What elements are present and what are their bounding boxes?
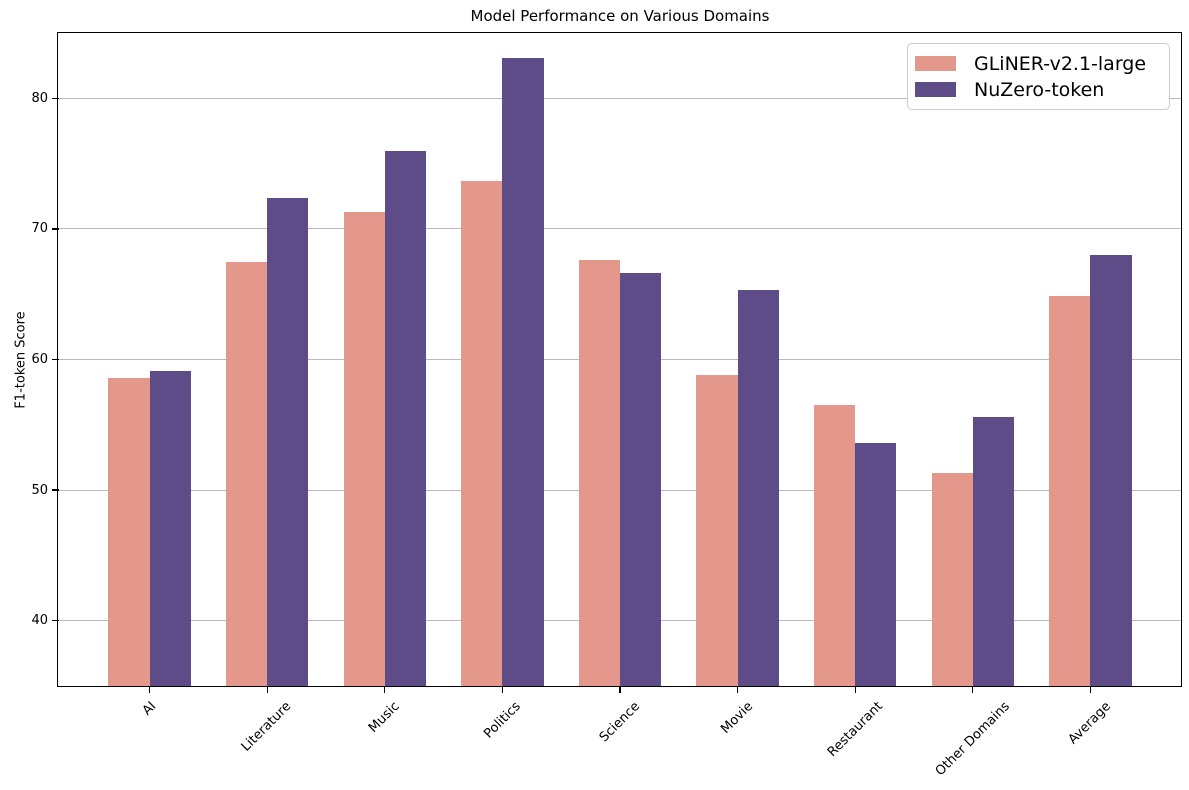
y-tick-label-60: 60: [31, 352, 48, 367]
bar-gliner-v2-1-large-literature: [226, 261, 268, 686]
x-tick-mark-literature: [266, 686, 268, 693]
bar-nuzero-token-literature: [267, 197, 309, 686]
x-tick-label-average: Average: [1066, 699, 1115, 748]
legend: GLiNER-v2.1-large NuZero-token: [907, 43, 1170, 110]
bar-gliner-v2-1-large-restaurant: [814, 405, 856, 686]
bar-nuzero-token-other-domains: [972, 416, 1014, 686]
y-tick-mark-60: [52, 358, 59, 361]
y-tick-label-70: 70: [31, 221, 48, 237]
x-tick-mark-ai: [148, 686, 151, 693]
gridline-70: [58, 228, 1182, 230]
chart-title: Model Performance on Various Domains: [470, 7, 770, 25]
y-tick-mark-40: [52, 620, 59, 622]
bar-nuzero-token-science: [620, 273, 662, 686]
bar-gliner-v2-1-large-science: [578, 260, 620, 686]
x-tick-label-other-domains: Other Domains: [932, 699, 1013, 780]
bar-gliner-v2-1-large-politics: [461, 180, 503, 686]
bar-gliner-v2-1-large-movie: [696, 375, 738, 686]
x-tick-label-literature: Literature: [238, 699, 295, 755]
x-tick-mark-restaurant: [854, 686, 856, 693]
x-tick-mark-music: [384, 686, 386, 693]
x-tick-mark-science: [619, 686, 621, 693]
bar-gliner-v2-1-large-ai: [108, 377, 150, 686]
x-tick-label-science: Science: [596, 699, 644, 746]
x-tick-label-music: Music: [366, 699, 403, 736]
x-tick-label-ai: AI: [139, 699, 159, 719]
y-tick-label-50: 50: [31, 482, 48, 498]
y-tick-mark-70: [52, 228, 59, 230]
bar-gliner-v2-1-large-music: [343, 211, 385, 686]
bar-nuzero-token-movie: [737, 290, 779, 686]
legend-swatch-gliner: [915, 56, 956, 71]
x-tick-mark-politics: [501, 686, 504, 693]
legend-item-nuzero: NuZero-token: [915, 77, 1161, 102]
bar-gliner-v2-1-large-average: [1049, 295, 1091, 686]
x-tick-label-politics: Politics: [480, 699, 524, 742]
legend-label-gliner: GLiNER-v2.1-large: [974, 52, 1147, 75]
y-tick-label-40: 40: [31, 613, 48, 629]
bar-nuzero-token-politics: [502, 57, 544, 686]
y-tick-mark-50: [52, 489, 59, 491]
y-tick-mark-80: [52, 97, 59, 99]
legend-label-nuzero: NuZero-token: [974, 78, 1105, 101]
legend-swatch-nuzero: [915, 82, 956, 97]
bar-nuzero-token-average: [1090, 255, 1132, 686]
y-tick-label-80: 80: [31, 90, 48, 106]
x-tick-mark-average: [1089, 686, 1091, 693]
legend-item-gliner: GLiNER-v2.1-large: [915, 51, 1161, 76]
x-tick-mark-movie: [736, 686, 739, 693]
x-tick-mark-other-domains: [972, 686, 974, 693]
bar-gliner-v2-1-large-other-domains: [931, 473, 973, 686]
gridline-80: [58, 97, 1182, 99]
bar-nuzero-token-music: [384, 150, 426, 686]
x-tick-label-movie: Movie: [718, 699, 757, 737]
x-tick-label-restaurant: Restaurant: [824, 699, 886, 760]
bar-nuzero-token-restaurant: [855, 443, 897, 686]
bar-nuzero-token-ai: [149, 371, 191, 686]
